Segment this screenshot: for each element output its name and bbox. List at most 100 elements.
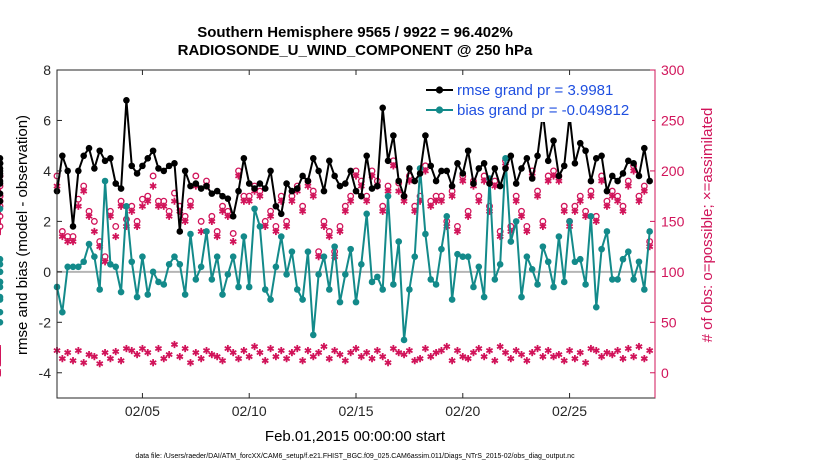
obs-possible-point	[165, 207, 173, 215]
y-right-tick-label: 300	[661, 62, 685, 78]
bias-point	[560, 278, 568, 286]
rmse-point	[229, 213, 237, 220]
bias-point	[347, 245, 354, 253]
legend-box	[420, 78, 652, 122]
obs-low-point	[427, 353, 435, 361]
rmse-point	[149, 147, 157, 155]
chart-title-line2: RADIOSONDE_U_WIND_COMPONENT @ 250 hPa	[178, 42, 533, 59]
rmse-point	[261, 185, 269, 192]
bias-point	[176, 260, 184, 268]
rmse-point	[358, 192, 365, 200]
obs-low-point	[112, 347, 120, 356]
obs-possible-point	[603, 197, 611, 205]
obs-possible-point	[0, 222, 4, 230]
y-right-tick-label: 100	[661, 264, 685, 280]
obs-possible-point	[85, 207, 93, 215]
obs-possible-point	[640, 182, 648, 190]
rmse-point	[523, 155, 531, 162]
obs-possible-point	[427, 197, 435, 205]
bias-point	[219, 291, 226, 298]
bias-point	[0, 278, 4, 286]
bias-point	[133, 293, 141, 301]
bias-point	[358, 260, 365, 268]
obs-low-point	[64, 348, 72, 357]
rmse-point	[171, 160, 178, 167]
rmse-point	[496, 182, 504, 190]
obs-low-point	[411, 357, 419, 365]
y-right-tick-label: 50	[661, 314, 677, 330]
obs-low-point	[272, 353, 280, 361]
rmse-point	[630, 160, 637, 167]
bias-point	[496, 260, 504, 268]
obs-low-point	[630, 353, 638, 361]
bias-point	[0, 268, 4, 276]
bias-point	[539, 243, 547, 250]
bias-point	[630, 276, 637, 283]
obs-low-point	[389, 344, 397, 353]
obs-low-point	[400, 351, 408, 359]
obs-low-point	[363, 348, 371, 357]
obs-low-point	[395, 348, 403, 357]
obs-low-point	[485, 346, 494, 355]
obs-low-point	[170, 340, 179, 349]
bias-point	[197, 263, 205, 271]
bias-point	[363, 210, 370, 218]
bias-point	[128, 258, 136, 266]
obs-low-point	[592, 346, 600, 355]
bias-point	[267, 296, 274, 303]
obs-possible-point	[315, 248, 323, 256]
obs-possible-point	[347, 192, 355, 200]
rmse-point	[470, 180, 477, 187]
bias-point	[0, 283, 4, 291]
legend: rmse grand pr = 3.9981 bias grand pr = -…	[420, 78, 652, 122]
bias-point	[331, 243, 338, 250]
y-left-tick-label: 6	[43, 112, 51, 128]
obs-low-point	[229, 348, 237, 357]
obs-low-point	[555, 351, 563, 359]
obs-possible-point	[437, 192, 445, 200]
y-left-tick-label: -2	[39, 314, 52, 330]
bias-point	[550, 283, 557, 291]
rmse-point	[592, 155, 600, 162]
rmse-point	[96, 147, 104, 155]
rmse-point	[550, 137, 557, 144]
rmse-point	[368, 185, 376, 192]
bias-point	[123, 202, 130, 210]
bias-point	[427, 276, 435, 283]
bias-point	[534, 281, 541, 288]
bias-point	[224, 271, 232, 278]
rmse-point	[75, 167, 82, 175]
rmse-point	[502, 165, 509, 172]
obs-possible-point	[587, 187, 595, 195]
obs-possible-point	[272, 222, 280, 230]
bias-point	[379, 286, 386, 293]
obs-low-point	[576, 348, 584, 357]
bias-point	[117, 288, 125, 296]
obs-low-point	[331, 346, 339, 355]
rmse-point	[625, 157, 632, 165]
obs-possible-point	[614, 192, 622, 200]
obs-low-point	[459, 353, 467, 361]
obs-low-point	[571, 355, 579, 363]
obs-possible-point	[181, 212, 189, 220]
rmse-point	[80, 152, 87, 160]
rmse-point	[443, 167, 451, 175]
rmse-point	[603, 187, 611, 195]
rmse-point	[165, 162, 173, 170]
rmse-point	[117, 185, 125, 192]
bias-point	[85, 240, 93, 248]
rmse-point	[203, 182, 210, 190]
rmse-point	[619, 170, 627, 177]
rmse-series-line	[56, 99, 651, 233]
rmse-point	[427, 162, 435, 170]
bias-point	[326, 286, 333, 293]
obs-low-point	[224, 344, 232, 353]
bias-point	[0, 296, 4, 303]
obs-possible-point	[336, 222, 344, 230]
y-left-tick-label: 0	[43, 264, 51, 280]
obs-low-point	[85, 351, 93, 359]
bias-point	[91, 253, 98, 261]
obs-possible-point	[197, 217, 205, 225]
x-tick-label: 02/20	[445, 403, 480, 419]
bias-point	[619, 255, 627, 263]
